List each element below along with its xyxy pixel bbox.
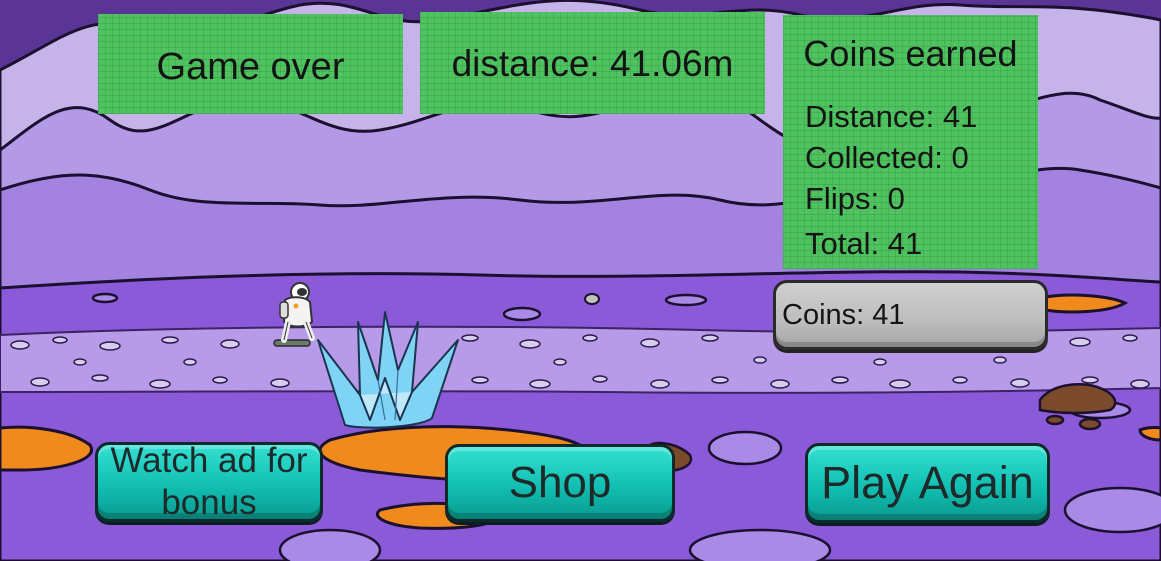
coins-earned-title: Coins earned (803, 33, 1018, 74)
coins-balance-label: Coins: 41 (782, 298, 905, 331)
coins-collected-line: Collected: 0 (805, 140, 969, 175)
astronaut-icon (273, 282, 315, 347)
coins-balance-box: Coins: 41 (773, 280, 1048, 350)
watch-ad-label-line1: Watch ad for (110, 441, 308, 480)
ice-crystal-icon (317, 311, 459, 429)
coins-earned-panel: Coins earned Distance: 41 Collected: 0 F… (783, 15, 1038, 269)
watch-ad-button[interactable]: Watch ad for bonus (95, 441, 323, 522)
coins-total-line: Total: 41 (805, 226, 923, 261)
shop-button[interactable]: Shop (445, 444, 675, 522)
coins-flips-line: Flips: 0 (805, 181, 905, 216)
coins-distance-line: Distance: 41 (805, 99, 978, 134)
game-over-label: Game over (156, 46, 345, 88)
watch-ad-label-line2: bonus (161, 483, 257, 522)
distance-label: distance: 41.06m (451, 43, 734, 84)
shop-label: Shop (508, 458, 612, 507)
game-over-panel: Game over (98, 14, 403, 114)
play-again-button[interactable]: Play Again (805, 443, 1050, 523)
distance-panel: distance: 41.06m (420, 12, 765, 114)
play-again-label: Play Again (821, 457, 1034, 508)
